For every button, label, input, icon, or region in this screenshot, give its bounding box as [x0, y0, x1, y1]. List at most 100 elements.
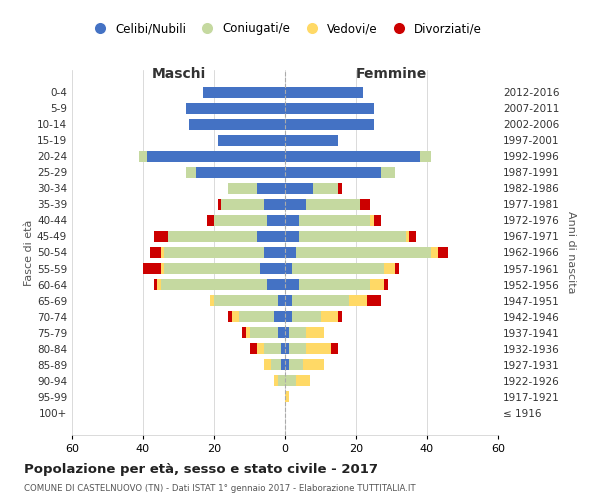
Bar [307, 198, 359, 210]
Bar [349, 295, 367, 306]
Y-axis label: Fasce di età: Fasce di età [24, 220, 34, 286]
Text: Maschi: Maschi [151, 67, 206, 81]
Bar [143, 262, 161, 274]
Bar [285, 166, 381, 178]
Bar [285, 86, 363, 98]
Bar [313, 182, 338, 194]
Bar [278, 375, 285, 386]
Bar [250, 343, 257, 354]
Bar [218, 198, 221, 210]
Bar [296, 246, 431, 258]
Bar [281, 359, 285, 370]
Bar [257, 230, 285, 242]
Bar [303, 359, 324, 370]
Bar [292, 262, 385, 274]
Bar [228, 182, 257, 194]
Bar [370, 214, 374, 226]
Bar [285, 118, 374, 130]
Bar [299, 279, 370, 290]
Bar [406, 230, 409, 242]
Bar [161, 262, 164, 274]
Bar [189, 118, 285, 130]
Bar [409, 230, 416, 242]
Bar [214, 295, 278, 306]
Bar [374, 214, 381, 226]
Bar [395, 262, 398, 274]
Bar [257, 182, 285, 194]
Bar [285, 391, 289, 402]
Bar [299, 214, 370, 226]
Bar [285, 182, 313, 194]
Bar [242, 327, 246, 338]
Bar [264, 246, 285, 258]
Bar [267, 279, 285, 290]
Bar [289, 359, 303, 370]
Bar [203, 86, 285, 98]
Bar [264, 198, 285, 210]
Bar [285, 134, 338, 146]
Bar [274, 375, 278, 386]
Bar [154, 230, 168, 242]
Bar [338, 311, 342, 322]
Bar [285, 102, 374, 114]
Bar [267, 214, 285, 226]
Bar [285, 262, 292, 274]
Bar [320, 311, 338, 322]
Bar [150, 246, 161, 258]
Bar [264, 343, 281, 354]
Bar [164, 262, 260, 274]
Bar [239, 311, 274, 322]
Bar [221, 198, 264, 210]
Bar [154, 279, 157, 290]
Bar [370, 279, 385, 290]
Bar [285, 375, 296, 386]
Bar [437, 246, 448, 258]
Text: COMUNE DI CASTELNUOVO (TN) - Dati ISTAT 1° gennaio 2017 - Elaborazione TUTTITALI: COMUNE DI CASTELNUOVO (TN) - Dati ISTAT … [24, 484, 416, 493]
Bar [289, 327, 307, 338]
Bar [367, 295, 381, 306]
Bar [285, 295, 292, 306]
Bar [385, 279, 388, 290]
Bar [257, 343, 264, 354]
Bar [161, 279, 267, 290]
Bar [285, 198, 307, 210]
Bar [359, 198, 370, 210]
Legend: Celibi/Nubili, Coniugati/e, Vedovi/e, Divorziati/e: Celibi/Nubili, Coniugati/e, Vedovi/e, Di… [83, 18, 487, 40]
Bar [292, 311, 320, 322]
Bar [307, 327, 324, 338]
Bar [271, 359, 281, 370]
Bar [285, 327, 289, 338]
Bar [157, 279, 161, 290]
Bar [285, 311, 292, 322]
Bar [285, 279, 299, 290]
Bar [211, 295, 214, 306]
Bar [274, 311, 285, 322]
Bar [214, 214, 267, 226]
Bar [289, 343, 307, 354]
Bar [246, 327, 250, 338]
Bar [250, 327, 278, 338]
Bar [164, 246, 264, 258]
Bar [431, 246, 437, 258]
Bar [139, 150, 146, 162]
Bar [381, 166, 395, 178]
Bar [292, 295, 349, 306]
Bar [232, 311, 239, 322]
Y-axis label: Anni di nascita: Anni di nascita [566, 211, 576, 294]
Bar [299, 230, 406, 242]
Bar [260, 262, 285, 274]
Bar [385, 262, 395, 274]
Bar [307, 343, 331, 354]
Bar [168, 230, 257, 242]
Bar [161, 246, 164, 258]
Bar [218, 134, 285, 146]
Bar [338, 182, 342, 194]
Bar [278, 327, 285, 338]
Bar [285, 359, 289, 370]
Text: Femmine: Femmine [356, 67, 427, 81]
Text: Popolazione per età, sesso e stato civile - 2017: Popolazione per età, sesso e stato civil… [24, 462, 378, 475]
Bar [185, 166, 196, 178]
Bar [264, 359, 271, 370]
Bar [285, 150, 420, 162]
Bar [285, 343, 289, 354]
